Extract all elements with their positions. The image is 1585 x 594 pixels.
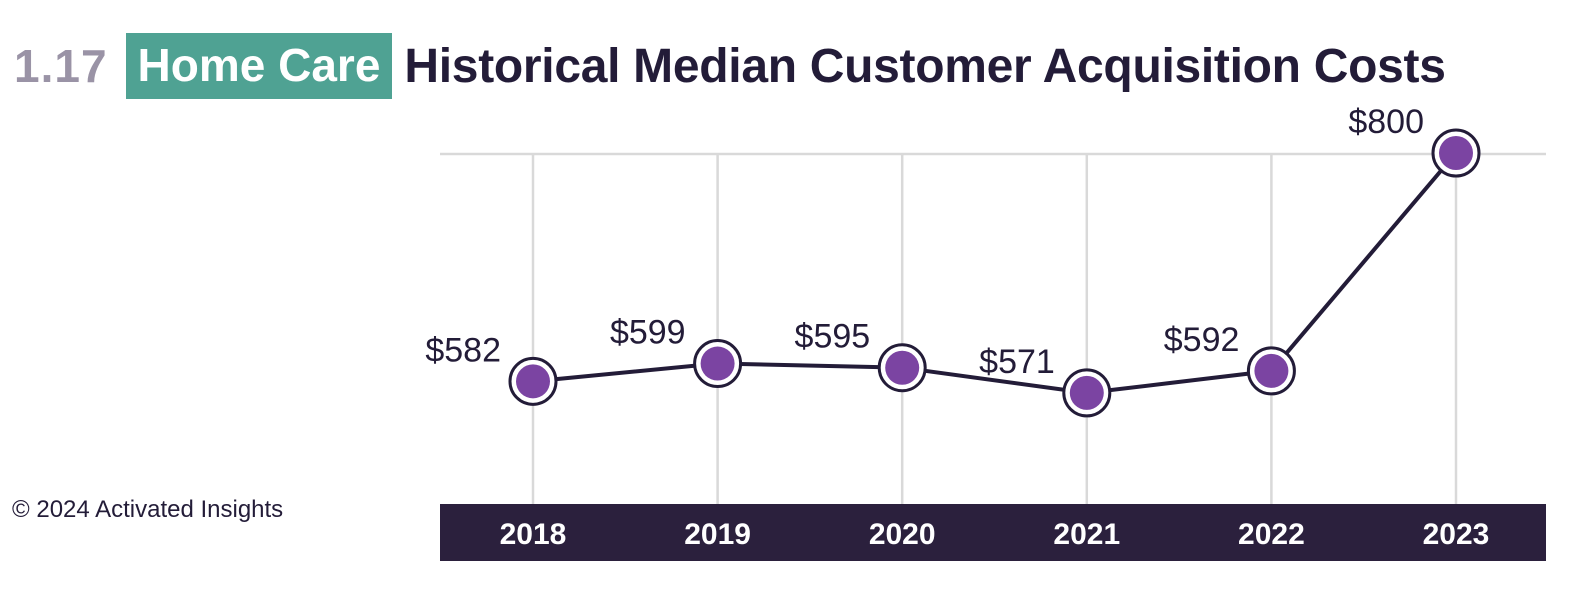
data-label-2021: $571	[979, 343, 1055, 381]
x-tick-label-2018: 2018	[500, 518, 567, 551]
x-tick-label-2020: 2020	[869, 518, 936, 551]
data-point-2021	[1062, 368, 1112, 418]
x-tick-label-2022: 2022	[1238, 518, 1305, 551]
data-point-2020	[877, 343, 927, 393]
x-tick-label-2023: 2023	[1423, 518, 1490, 551]
data-point-2022	[1246, 346, 1296, 396]
data-point-marker-2022	[1254, 353, 1289, 388]
x-tick-label-2021: 2021	[1053, 518, 1120, 551]
data-point-marker-2018	[516, 364, 550, 399]
data-point-marker-2020	[885, 350, 920, 385]
data-label-2023: $800	[1348, 103, 1424, 141]
copyright-text: © 2024 Activated Insights	[12, 496, 284, 523]
data-label-2020: $595	[795, 318, 871, 356]
data-point-marker-2019	[700, 346, 735, 381]
data-label-group: $582 $599 $595 $571 $592 $800	[425, 103, 1424, 381]
x-axis: 2018 2019 2020 2021 2022 2023	[440, 504, 1546, 561]
data-point-2018	[508, 356, 558, 406]
chart-title: Historical Median Customer Acquisition C…	[404, 39, 1446, 93]
data-point-marker-2021	[1069, 375, 1104, 410]
data-point-2023	[1431, 128, 1481, 178]
data-label-2019: $599	[610, 314, 686, 352]
x-axis-band	[440, 504, 1546, 561]
data-point-2019	[693, 339, 743, 389]
series-line	[532, 151, 1458, 395]
marker-group	[508, 128, 1481, 418]
data-label-2018: $582	[425, 331, 501, 369]
data-label-2022: $592	[1164, 321, 1240, 359]
category-badge: Home Care	[125, 33, 393, 99]
chart-header: 1.17 Home Care Historical Median Custome…	[14, 32, 1446, 100]
figure-number: 1.17	[14, 40, 108, 92]
data-point-marker-2023	[1439, 136, 1473, 170]
series-line-group	[532, 151, 1458, 395]
x-tick-label-2019: 2019	[684, 518, 751, 551]
grid	[440, 152, 1546, 504]
